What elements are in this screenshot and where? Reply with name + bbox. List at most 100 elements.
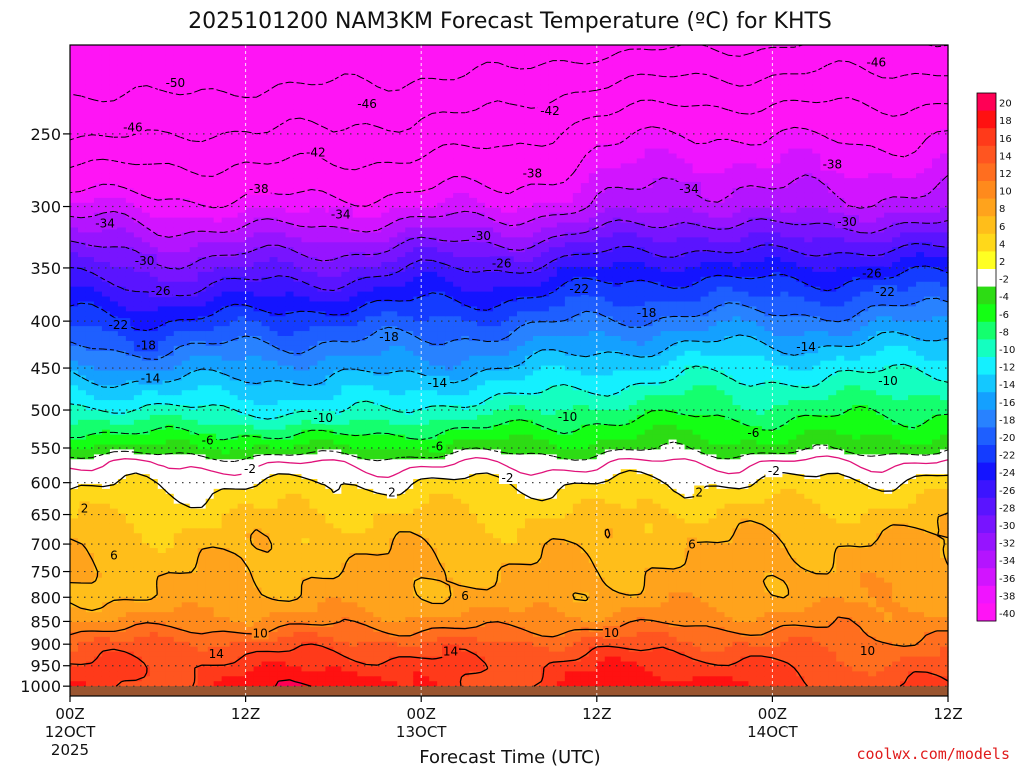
temp-cell [157,390,167,396]
temp-cell [357,548,366,554]
temp-cell [357,405,366,411]
temp-cell [365,316,374,322]
temp-cell [349,148,358,155]
temp-cell [70,133,79,140]
temp-cell [277,143,287,150]
temp-cell [109,582,119,589]
temp-cell [141,301,151,307]
temp-cell [93,671,103,677]
temp-cell [293,183,303,189]
temp-cell [245,271,255,278]
temp-cell [70,385,79,391]
temp-cell [309,646,319,653]
temp-cell [109,291,119,298]
temp-cell [125,291,135,298]
temp-cell [93,409,103,416]
temp-cell [349,414,358,421]
temp-cell [373,276,382,283]
temp-cell [277,335,287,342]
temp-cell [189,567,199,574]
temp-cell [197,449,207,455]
temp-cell [253,237,263,243]
temp-cell [197,626,207,633]
temp-cell [165,266,175,273]
temp-cell [229,390,239,396]
temp-cell [229,474,239,480]
temp-cell [189,641,199,648]
temp-cell [117,651,127,658]
temp-cell [309,602,319,608]
temp-cell [101,183,111,189]
temp-cell [85,612,95,618]
temp-cell [205,360,215,367]
temp-cell [101,345,111,352]
temp-cell [197,271,207,278]
temp-cell [141,444,151,451]
temp-cell [213,128,223,135]
temp-cell [237,414,247,421]
temp-cell [269,123,279,130]
temp-cell [349,676,358,682]
temp-cell [197,355,207,362]
temp-cell [125,538,135,544]
temp-cell [93,681,103,687]
temp-cell [93,385,103,391]
temp-cell [341,173,350,179]
temp-cell [261,222,271,229]
temp-cell [93,523,103,529]
temp-cell [101,291,111,298]
temp-cell [221,296,231,303]
temp-cell [269,345,279,352]
temp-cell [149,572,159,579]
temp-cell [253,483,263,490]
temp-cell [277,474,287,480]
temp-cell [333,252,342,258]
temp-cell [189,104,199,110]
temp-cell [157,197,167,204]
temp-cell [141,548,151,554]
temp-cell [221,335,231,342]
temp-cell [109,641,119,648]
temp-cell [341,548,350,554]
temp-cell [333,262,342,268]
temp-cell [133,109,143,115]
temp-cell [205,271,215,278]
temp-cell [133,385,143,391]
temp-cell [141,656,151,663]
temp-cell [269,212,279,219]
temp-cell [333,464,342,470]
temp-cell [117,335,127,342]
temp-cell [189,350,199,357]
temp-cell [181,217,191,224]
temp-cell [229,59,239,66]
temp-cell [157,45,167,51]
temp-cell [221,429,231,436]
temp-cell [277,207,287,214]
temp-cell [269,291,279,298]
temp-cell [357,237,366,243]
temp-cell [85,390,95,396]
temp-cell [125,49,135,56]
temp-cell [365,370,374,377]
temp-cell [221,572,231,579]
temp-cell [317,528,327,534]
temp-cell [165,296,175,303]
temp-cell [117,444,127,451]
temp-cell [365,64,374,71]
temp-cell [189,84,199,90]
temp-cell [221,582,231,589]
temp-cell [109,212,119,219]
temp-cell [237,118,247,125]
temp-cell [141,503,151,510]
temp-cell [245,281,255,288]
temp-cell [189,434,199,441]
temp-cell [141,365,151,372]
temp-cell [317,577,327,584]
temp-cell [205,444,215,451]
temp-cell [365,212,374,219]
temp-cell [277,641,287,648]
temp-cell [205,247,215,253]
temp-cell [349,340,358,347]
temp-cell [149,508,159,515]
temp-cell [229,242,239,248]
